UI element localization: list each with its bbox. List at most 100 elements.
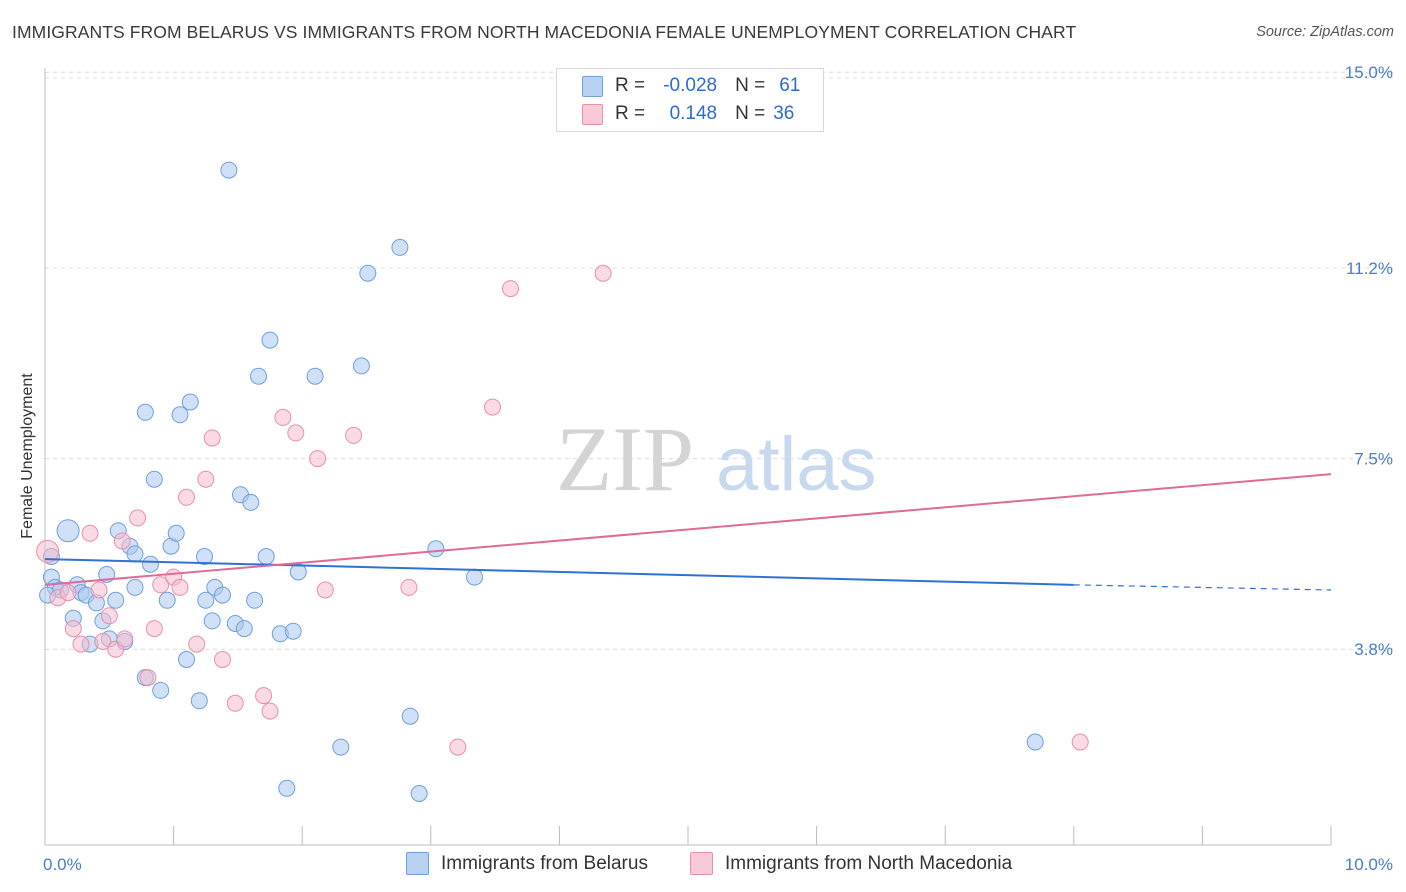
point-north-macedonia — [64, 620, 82, 638]
series-legend-belarus[interactable]: Immigrants from Belarus — [406, 852, 648, 875]
point-north-macedonia — [287, 424, 305, 442]
tick-labels: 3.8% 7.5% 11.2% 15.0% 0.0% 10.0% — [43, 63, 1393, 874]
point-north-macedonia — [188, 635, 206, 653]
point-belarus — [332, 738, 350, 756]
point-belarus — [278, 779, 296, 797]
point-belarus — [410, 785, 428, 802]
point-north-macedonia — [400, 578, 418, 596]
point-belarus — [171, 406, 189, 424]
axes — [44, 68, 1332, 846]
point-belarus — [126, 578, 144, 596]
legend-row-north-macedonia: R = 0.148 N = 36 — [557, 101, 794, 127]
series-label-belarus: Immigrants from Belarus — [441, 852, 648, 874]
point-belarus — [284, 622, 302, 640]
series-legend-north-macedonia[interactable]: Immigrants from North Macedonia — [690, 852, 1012, 875]
point-north-macedonia — [226, 694, 244, 712]
legend-n-value-north-macedonia: 36 — [773, 103, 795, 124]
point-belarus — [196, 548, 213, 565]
point-north-macedonia — [261, 702, 279, 720]
point-north-macedonia — [594, 264, 612, 282]
y-tick-label: 7.5% — [1354, 450, 1393, 469]
point-belarus — [214, 586, 231, 604]
point-north-macedonia — [345, 426, 363, 444]
point-north-macedonia — [203, 429, 221, 447]
chart-title: IMMIGRANTS FROM BELARUS VS IMMIGRANTS FR… — [12, 22, 1077, 42]
trend-line-belarus — [44, 558, 1074, 586]
point-belarus — [152, 681, 170, 699]
point-north-macedonia — [72, 635, 90, 653]
legend-r-label: R = — [615, 75, 646, 96]
legend-n-label: N = — [735, 75, 766, 96]
point-north-macedonia — [316, 581, 334, 599]
point-belarus — [126, 545, 144, 563]
trend-line-belarus-extension — [1073, 584, 1332, 591]
correlation-legend: R = -0.028 N = 61 R = 0.148 N = 36 — [556, 68, 824, 132]
x-tick-label: 10.0% — [1345, 855, 1393, 874]
point-belarus — [466, 568, 483, 586]
legend-row-belarus: R = -0.028 N = 61 — [557, 73, 800, 99]
point-north-macedonia — [197, 470, 215, 488]
point-north-macedonia — [274, 408, 292, 426]
point-belarus — [220, 161, 238, 179]
point-north-macedonia — [116, 630, 134, 648]
point-north-macedonia — [113, 532, 131, 550]
point-north-macedonia — [139, 669, 157, 687]
legend-swatch-belarus — [582, 75, 603, 97]
y-tick-label: 11.2% — [1346, 259, 1393, 278]
legend-r-value-belarus: -0.028 — [663, 75, 718, 96]
legend-n-value-belarus: 61 — [779, 75, 801, 96]
point-belarus — [427, 540, 445, 558]
point-belarus — [56, 519, 80, 543]
series-swatch-belarus — [406, 852, 429, 875]
point-belarus — [181, 393, 199, 411]
trend-lines — [44, 473, 1332, 591]
data-points — [36, 161, 1089, 802]
legend-r-value-north-macedonia: 0.148 — [669, 103, 718, 124]
y-tick-label: 3.8% — [1354, 640, 1393, 659]
point-belarus — [235, 620, 253, 638]
point-belarus — [242, 493, 260, 511]
point-belarus — [261, 331, 279, 349]
point-belarus — [359, 264, 377, 282]
point-north-macedonia — [94, 633, 112, 650]
point-belarus — [107, 591, 125, 609]
gridlines — [45, 71, 1395, 650]
watermark: ZIP atlas — [556, 408, 877, 510]
point-belarus — [306, 367, 324, 385]
point-belarus — [178, 651, 195, 668]
legend-swatch-north-macedonia — [582, 103, 603, 125]
point-north-macedonia — [81, 524, 99, 542]
point-north-macedonia — [214, 651, 231, 668]
point-north-macedonia — [178, 488, 195, 506]
point-belarus — [190, 692, 208, 710]
point-north-macedonia — [36, 539, 60, 563]
point-belarus — [391, 238, 409, 256]
point-north-macedonia — [129, 509, 147, 527]
series-swatch-north-macedonia — [690, 852, 713, 875]
y-tick-label: 15.0% — [1345, 63, 1393, 82]
point-belarus — [352, 357, 370, 375]
point-north-macedonia — [484, 398, 501, 416]
watermark-zip: ZIP — [556, 408, 694, 510]
watermark-atlas: atlas — [716, 422, 877, 507]
point-belarus — [197, 591, 215, 609]
series-label-north-macedonia: Immigrants from North Macedonia — [725, 852, 1013, 874]
point-belarus — [142, 555, 159, 573]
point-north-macedonia — [152, 576, 170, 594]
point-belarus — [145, 470, 163, 488]
legend-r-label: R = — [615, 103, 646, 124]
point-belarus — [167, 524, 185, 542]
legend-n-label: N = — [735, 103, 766, 124]
point-north-macedonia — [100, 607, 118, 625]
trend-line-north-macedonia — [44, 473, 1332, 586]
point-north-macedonia — [171, 578, 189, 596]
point-belarus — [250, 367, 267, 385]
point-north-macedonia — [255, 687, 273, 705]
point-north-macedonia — [449, 738, 467, 756]
point-north-macedonia — [59, 584, 77, 602]
point-belarus — [203, 612, 221, 630]
point-north-macedonia — [502, 280, 519, 298]
point-belarus — [136, 403, 154, 421]
source-label: Source: ZipAtlas.com — [1256, 24, 1394, 40]
